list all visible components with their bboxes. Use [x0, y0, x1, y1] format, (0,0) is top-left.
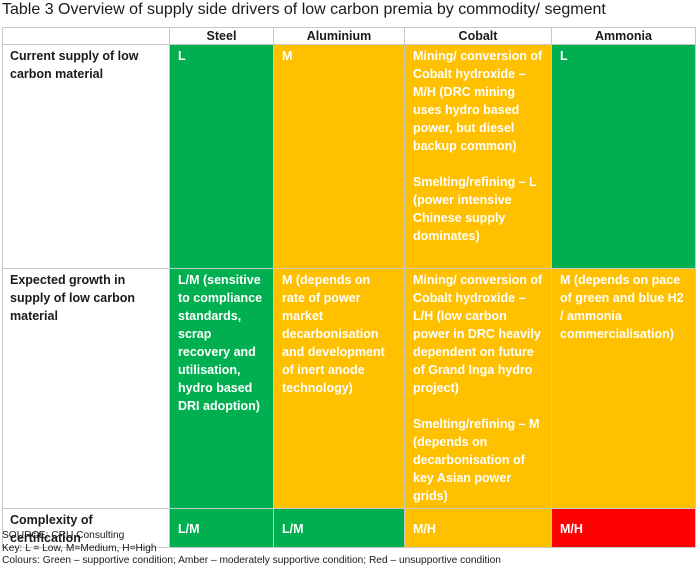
- header-ammonia: Ammonia: [551, 27, 696, 45]
- header-cobalt: Cobalt: [404, 27, 552, 45]
- cell-cobalt-mining: Mining/ conversion of Cobalt hydroxide –…: [413, 49, 543, 153]
- table-row: Expected growth in supply of low carbon …: [2, 268, 696, 509]
- cell-aluminium: L/M: [273, 508, 405, 548]
- table-footer: SOURCE: CRU Consulting Key: L = Low, M=M…: [2, 530, 501, 568]
- cell-cobalt-smelting: Smelting/refining – M (depends on decarb…: [413, 417, 540, 503]
- cell-cobalt-smelting: Smelting/refining – L (power intensive C…: [413, 175, 537, 243]
- cell-aluminium: M: [273, 44, 405, 269]
- row-label: Expected growth in supply of low carbon …: [2, 268, 170, 509]
- cell-steel: L/M (sensitive to compliance standards, …: [169, 268, 274, 509]
- cell-cobalt: M/H: [404, 508, 552, 548]
- cell-cobalt: Mining/ conversion of Cobalt hydroxide –…: [404, 44, 552, 269]
- header-corner: [2, 27, 170, 45]
- table-caption: Table 3 Overview of supply side drivers …: [2, 1, 606, 18]
- table-row: Complexity of certification L/M L/M M/H …: [2, 508, 696, 548]
- cell-steel: L: [169, 44, 274, 269]
- cell-cobalt: Mining/ conversion of Cobalt hydroxide –…: [404, 268, 552, 509]
- source-note: SOURCE: CRU Consulting: [2, 530, 125, 541]
- row-label: Complexity of certification: [2, 508, 170, 548]
- cell-aluminium: M (depends on rate of power market decar…: [273, 268, 405, 509]
- cell-cobalt-mining: Mining/ conversion of Cobalt hydroxide –…: [413, 273, 543, 395]
- key-note: Key: L = Low, M=Medium, H=High: [2, 542, 157, 554]
- header-aluminium: Aluminium: [273, 27, 405, 45]
- cell-ammonia: L: [551, 44, 696, 269]
- header-steel: Steel: [169, 27, 274, 45]
- supply-drivers-table: Steel Aluminium Cobalt Ammonia Current s…: [2, 27, 696, 548]
- cell-ammonia: M (depends on pace of green and blue H2 …: [551, 268, 696, 509]
- row-label: Current supply of low carbon material: [2, 44, 170, 269]
- table-row: Current supply of low carbon material L …: [2, 44, 696, 269]
- colours-note: Colours: Green – supportive condition; A…: [2, 555, 501, 566]
- cell-ammonia: M/H: [551, 508, 696, 548]
- header-row: Steel Aluminium Cobalt Ammonia: [2, 27, 696, 45]
